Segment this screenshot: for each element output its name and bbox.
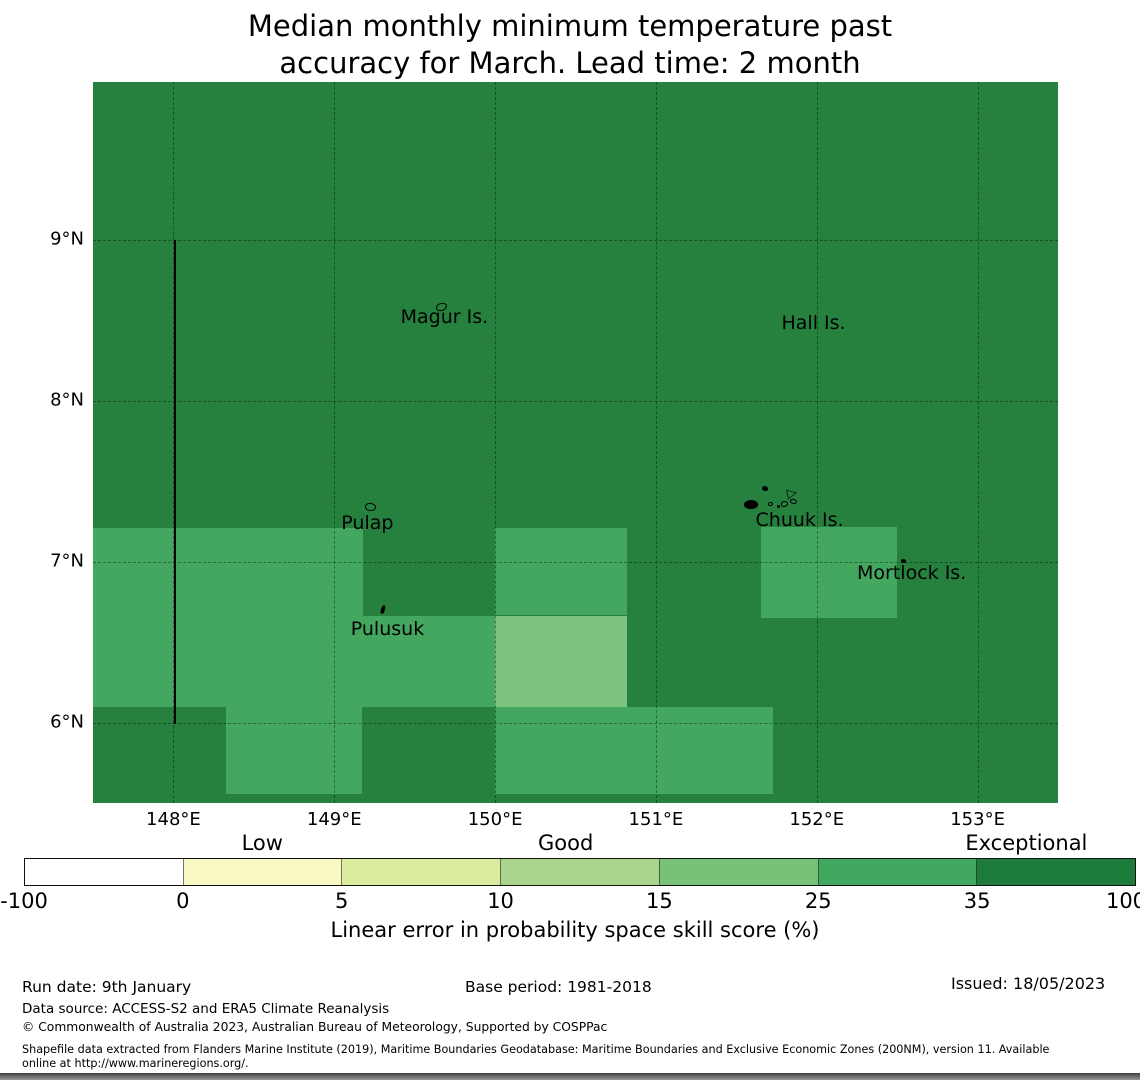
colorbar-segment-0to5 [183, 859, 343, 885]
colorbar-tick-label: 25 [804, 889, 832, 913]
footer-base-period: Base period: 1981-2018 [465, 978, 652, 996]
colorbar [24, 858, 1136, 886]
skill-cell-25-35 [495, 527, 627, 616]
colorbar-segment-15to25 [659, 859, 819, 885]
gridline-vertical [495, 82, 497, 803]
island-label-chuuk-is: Chuuk Is. [755, 508, 844, 531]
colorbar-tick-label: 10 [487, 889, 514, 913]
footer-shapefile-attribution-line2: online at http://www.marineregions.org/. [22, 1057, 249, 1070]
skill-cell-25-35 [93, 527, 364, 707]
island-label-pulap: Pulap [341, 511, 394, 534]
chart-title-line2: accuracy for March. Lead time: 2 month [279, 46, 861, 80]
colorbar-segment-25to35 [818, 859, 978, 885]
chuuk-small-3-island-mark [781, 500, 789, 507]
island-label-hall-is: Hall Is. [781, 311, 846, 334]
chuuk-small-2-island-mark [767, 501, 773, 506]
skill-cell-25-35 [495, 706, 774, 795]
y-axis-tick-label: 9°N [50, 228, 84, 250]
gridline-horizontal [93, 400, 1058, 402]
colorbar-tick-label: 5 [335, 889, 349, 913]
x-axis-tick-label: 152°E [789, 809, 845, 830]
x-axis-tick-label: 150°E [467, 809, 523, 830]
x-axis-tick-label: 149°E [306, 809, 362, 830]
chart-title: Median monthly minimum temperature past … [0, 8, 1140, 82]
x-axis-tick-label: 151°E [628, 809, 684, 830]
x-axis-tick-label: 148°E [146, 809, 201, 830]
x-axis-tick-label: 153°E [950, 809, 1005, 830]
gridline-vertical [655, 82, 657, 803]
gridline-vertical [816, 82, 818, 803]
gridline-horizontal [93, 722, 1058, 724]
map-plot-area: ▷ Magur Is. Hall Is. Pulap Chuuk Is. Pulusuk M… [93, 82, 1058, 803]
gridline-horizontal [93, 561, 1058, 563]
skill-cell-15-25 [495, 615, 627, 707]
skill-cell-25-35 [761, 526, 898, 618]
gridline-horizontal [93, 239, 1058, 241]
footer-run-date: Run date: 9th January [22, 978, 192, 996]
colorbar-segment-10to15 [501, 859, 660, 885]
island-label-mortlock-is: Mortlock Is. [857, 561, 967, 584]
footer-shapefile-attribution-line1: Shapefile data extracted from Flanders M… [22, 1043, 1050, 1056]
mortlock-island-mark [901, 558, 907, 563]
y-axis-tick-label: 7°N [50, 550, 84, 572]
colorbar-tick-label: 15 [646, 889, 673, 913]
colorbar-tick-label: 0 [176, 889, 190, 913]
skill-cell-25-35 [226, 706, 362, 795]
footer-copyright: © Commonwealth of Australia 2023, Austra… [22, 1020, 608, 1034]
colorbar-segment-35to100 [977, 859, 1136, 885]
window-bottom-edge-bar [0, 1073, 1140, 1080]
pulusuk-island-mark [380, 604, 387, 615]
gridline-vertical [977, 82, 979, 803]
colorbar-axis-label: Linear error in probability space skill … [330, 918, 820, 942]
colorbar-tick-label: -100 [0, 889, 48, 913]
colorbar-segment--100to0 [25, 859, 184, 885]
colorbar-tick-label: 35 [963, 889, 991, 913]
footer-data-source: Data source: ACCESS-S2 and ERA5 Climate … [22, 1001, 390, 1017]
chuuk-dot-island-mark [776, 505, 780, 509]
y-axis-tick-label: 6°N [50, 710, 84, 732]
island-label-magur-is: Magur Is. [400, 305, 489, 328]
pulap-island-mark [364, 501, 377, 512]
gridline-vertical [173, 82, 175, 803]
eez-boundary-line [174, 239, 176, 725]
chart-title-line1: Median monthly minimum temperature past [247, 9, 893, 43]
colorbar-segment-5to10 [342, 859, 502, 885]
colorbar-category-exceptional: Exceptional [965, 831, 1088, 855]
colorbar-tick-label: 100 [1105, 889, 1140, 913]
colorbar-category-low: Low [241, 831, 283, 855]
island-label-pulusuk: Pulusuk [350, 617, 425, 640]
footer-issued-date: Issued: 18/05/2023 [951, 974, 1106, 993]
colorbar-category-good: Good [538, 831, 594, 855]
chuuk-small-1-island-mark [762, 486, 769, 492]
gridline-vertical [334, 82, 336, 803]
y-axis-tick-label: 8°N [50, 389, 84, 411]
skill-cell-25-35 [363, 615, 496, 707]
